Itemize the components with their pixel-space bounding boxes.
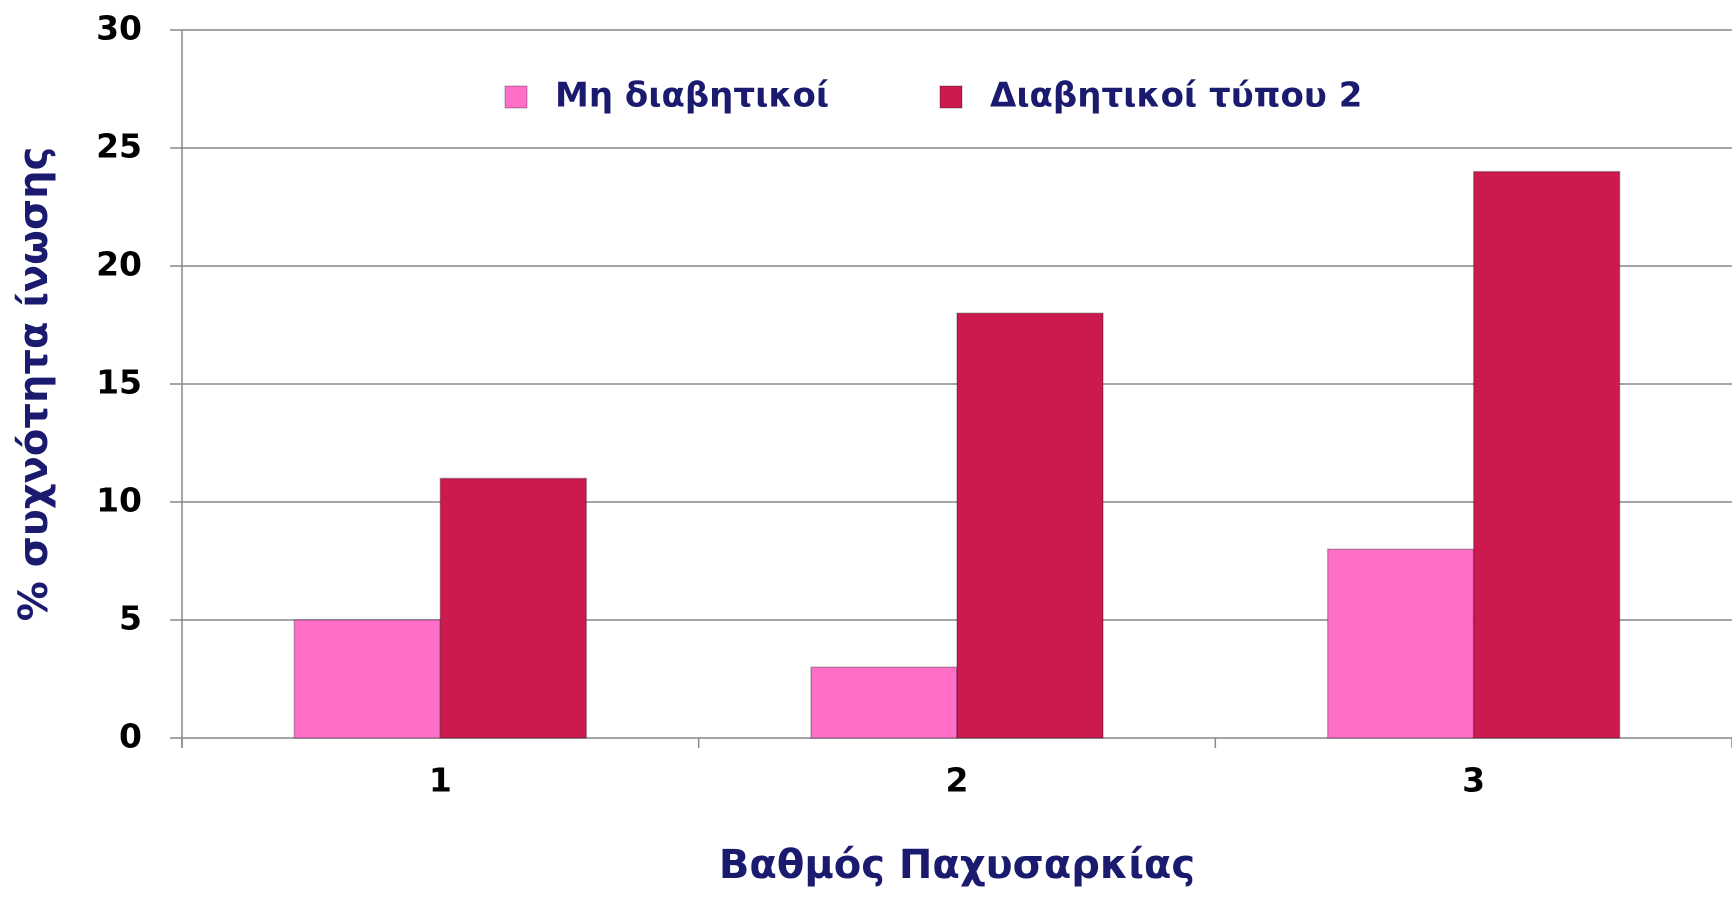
- y-tick-label: 5: [119, 599, 142, 638]
- y-tick-label: 25: [96, 127, 142, 166]
- x-tick-label: 2: [946, 761, 969, 800]
- bar: [810, 666, 958, 739]
- legend-label: Μη διαβητικοί: [555, 76, 829, 116]
- legend-label: Διαβητικοί τύπου 2: [990, 76, 1362, 116]
- y-tick-label: 20: [96, 245, 142, 284]
- y-tick-label: 10: [96, 481, 142, 520]
- x-tick-label: 3: [1462, 761, 1485, 800]
- y-axis-title: % συχνότητα ίνωσης: [11, 147, 57, 622]
- bar: [1326, 548, 1475, 739]
- legend-swatch: [939, 85, 963, 109]
- y-tick-label: 15: [96, 363, 142, 402]
- y-tick-label: 30: [96, 9, 142, 48]
- bar: [439, 477, 588, 739]
- bar: [1472, 170, 1621, 739]
- bar: [956, 312, 1104, 739]
- x-axis-title: Βαθμός Παχυσαρκίας: [719, 842, 1195, 888]
- y-tick-label: 0: [119, 717, 142, 756]
- bar: [293, 619, 442, 739]
- legend-swatch: [504, 85, 528, 109]
- x-tick-label: 1: [429, 761, 452, 800]
